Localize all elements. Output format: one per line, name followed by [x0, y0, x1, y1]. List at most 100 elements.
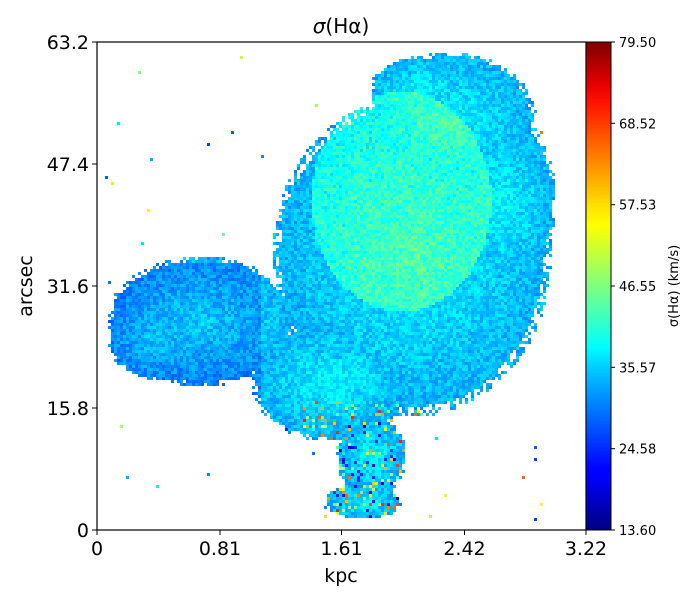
heatmap-cell — [315, 194, 318, 197]
heatmap-cell — [438, 194, 441, 197]
heatmap-cell — [363, 218, 366, 221]
heatmap-cell — [378, 113, 381, 116]
heatmap-cell — [420, 116, 423, 119]
heatmap-cell — [465, 86, 468, 89]
heatmap-cell — [351, 140, 354, 143]
heatmap-cell — [393, 233, 396, 236]
heatmap-cell — [381, 140, 384, 143]
heatmap-cell — [444, 68, 447, 71]
heatmap-cell — [468, 137, 471, 140]
heatmap-cell — [519, 146, 522, 149]
heatmap-cell — [324, 248, 327, 251]
heatmap-cell — [372, 83, 375, 86]
heatmap-cell — [405, 107, 408, 110]
heatmap-cell — [486, 212, 489, 215]
heatmap-cell — [327, 200, 330, 203]
heatmap-cell — [543, 215, 546, 218]
heatmap-cell — [543, 182, 546, 185]
heatmap-cell — [351, 215, 354, 218]
heatmap-cell — [492, 119, 495, 122]
heatmap-cell — [408, 251, 411, 254]
heatmap-cell — [453, 65, 456, 68]
heatmap-cell — [348, 248, 351, 251]
heatmap-cell — [474, 134, 477, 137]
heatmap-cell — [480, 92, 483, 95]
heatmap-cell — [513, 203, 516, 206]
heatmap-cell — [483, 209, 486, 212]
heatmap-cell — [525, 200, 528, 203]
heatmap-cell — [330, 137, 333, 140]
heatmap-cell — [369, 206, 372, 209]
heatmap-cell — [543, 227, 546, 230]
heatmap-cell — [483, 191, 486, 194]
heatmap-cell — [516, 89, 519, 92]
heatmap-cell — [462, 245, 465, 248]
heatmap-cell — [411, 185, 414, 188]
heatmap-cell — [315, 212, 318, 215]
heatmap-cell — [504, 137, 507, 140]
heatmap-cell — [477, 248, 480, 251]
heatmap-cell — [498, 167, 501, 170]
heatmap-cell — [432, 188, 435, 191]
heatmap-cell — [447, 128, 450, 131]
heatmap-cell — [411, 152, 414, 155]
heatmap-cell — [300, 227, 303, 230]
heatmap-cell — [471, 173, 474, 176]
heatmap-cell — [462, 101, 465, 104]
heatmap-cell — [432, 83, 435, 86]
heatmap-cell — [291, 221, 294, 224]
heatmap-cell — [450, 257, 453, 260]
heatmap-cell — [516, 167, 519, 170]
heatmap-cell — [399, 185, 402, 188]
heatmap-cell — [405, 140, 408, 143]
heatmap-cell — [297, 203, 300, 206]
heatmap-cell — [213, 260, 216, 263]
heatmap-cell — [510, 164, 513, 167]
heatmap-cell — [444, 215, 447, 218]
heatmap-cell — [387, 245, 390, 248]
heatmap-cell — [456, 89, 459, 92]
heatmap-cell — [429, 92, 432, 95]
heatmap-cell — [384, 125, 387, 128]
heatmap-cell — [432, 179, 435, 182]
heatmap-cell — [393, 182, 396, 185]
heatmap-cell — [396, 170, 399, 173]
heatmap-cell — [474, 236, 477, 239]
heatmap-cell — [345, 227, 348, 230]
heatmap-cell — [369, 221, 372, 224]
heatmap-cell — [360, 209, 363, 212]
heatmap-cell — [396, 248, 399, 251]
heatmap-cell — [465, 206, 468, 209]
heatmap-cell — [375, 77, 378, 80]
heatmap-cell — [228, 260, 231, 263]
heatmap-cell — [501, 209, 504, 212]
heatmap-cell — [300, 209, 303, 212]
heatmap-cell — [447, 191, 450, 194]
heatmap-cell — [528, 251, 531, 254]
heatmap-cell — [468, 107, 471, 110]
heatmap-cell — [543, 221, 546, 224]
heatmap-cell — [525, 227, 528, 230]
heatmap-cell — [453, 245, 456, 248]
heatmap-cell — [312, 197, 315, 200]
heatmap-cell — [426, 242, 429, 245]
heatmap-cell — [357, 134, 360, 137]
heatmap-cell — [453, 83, 456, 86]
heatmap-cell — [348, 116, 351, 119]
heatmap-cell — [510, 107, 513, 110]
heatmap-cell — [306, 170, 309, 173]
heatmap-cell — [441, 218, 444, 221]
heatmap-cell — [429, 206, 432, 209]
heatmap-cell — [324, 155, 327, 158]
heatmap-cell — [468, 236, 471, 239]
heatmap-cell — [408, 59, 411, 62]
heatmap-cell — [459, 161, 462, 164]
heatmap-cell — [447, 173, 450, 176]
heatmap-cell — [342, 197, 345, 200]
heatmap-cell — [360, 188, 363, 191]
heatmap-cell — [300, 203, 303, 206]
heatmap-cell — [300, 197, 303, 200]
heatmap-cell — [141, 242, 144, 245]
heatmap-cell — [402, 251, 405, 254]
heatmap-cell — [372, 140, 375, 143]
